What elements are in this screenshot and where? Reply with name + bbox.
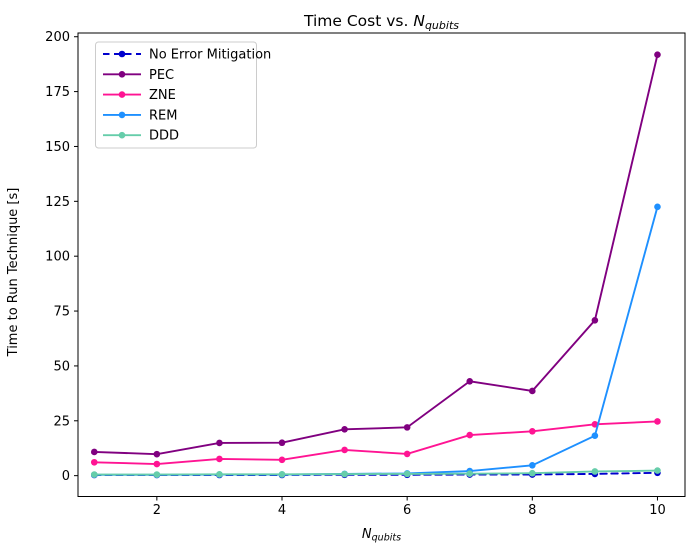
data-point-zne — [529, 428, 536, 435]
y-tick-label: 75 — [53, 305, 70, 320]
legend-label: ZNE — [149, 88, 176, 103]
data-point-pec — [278, 439, 286, 447]
chart-title: Time Cost vs. Nqubits — [303, 12, 459, 32]
data-point-rem — [529, 462, 536, 469]
data-point-zne — [278, 456, 286, 464]
legend-item-ddd: DDD — [103, 129, 179, 144]
data-point-zne — [466, 431, 474, 439]
legend-marker — [118, 91, 126, 98]
legend-marker — [118, 111, 126, 119]
x-tick-label: 2 — [153, 503, 161, 518]
y-axis-label: Time to Run Technique [s] — [6, 188, 21, 358]
data-point-rem — [591, 432, 599, 440]
x-tick-label: 10 — [649, 503, 666, 518]
x-tick-label: 4 — [278, 503, 286, 518]
data-point-rem — [654, 203, 661, 211]
data-point-ddd — [341, 470, 348, 478]
data-point-pec — [153, 450, 161, 458]
y-tick-label: 175 — [45, 85, 70, 100]
series-line-ddd — [93, 469, 659, 476]
legend-label: PEC — [149, 68, 174, 83]
data-point-pec — [529, 387, 536, 395]
data-point-zne — [403, 450, 411, 458]
data-point-pec — [466, 377, 474, 385]
legend-marker — [118, 131, 126, 139]
legend-label: DDD — [149, 129, 179, 144]
data-point-ddd — [216, 471, 223, 478]
series-line-zne — [93, 420, 659, 465]
legend-box — [95, 41, 257, 149]
data-point-ddd — [529, 469, 536, 477]
y-tick-label: 100 — [45, 250, 70, 265]
series-line-pec — [93, 53, 659, 456]
y-tick-label: 150 — [45, 140, 70, 155]
legend-label: No Error Mitigation — [149, 48, 271, 63]
legend-marker — [118, 50, 126, 58]
data-point-zne — [153, 460, 161, 468]
data-point-pec — [341, 426, 348, 433]
x-tick-label: 8 — [528, 503, 536, 518]
data-point-pec — [216, 439, 223, 447]
data-point-zne — [654, 418, 661, 425]
data-point-zne — [591, 420, 599, 428]
x-axis-label: Nqubits — [362, 527, 401, 544]
legend: No Error Mitigation PEC ZNE REM DDD — [95, 41, 271, 149]
data-point-zne — [341, 446, 348, 454]
legend-item-rem: REM — [103, 108, 177, 123]
data-point-ddd — [466, 470, 474, 477]
data-point-zne — [90, 458, 98, 466]
legend-item-no-error-mitigation: No Error Mitigation — [103, 48, 271, 63]
legend-label: REM — [149, 108, 177, 123]
legend-item-zne: ZNE — [103, 88, 176, 103]
data-point-pec — [90, 448, 98, 456]
y-tick-label: 50 — [53, 359, 70, 374]
data-point-pec — [591, 316, 599, 324]
y-tick-label: 200 — [45, 30, 70, 45]
data-point-ddd — [403, 470, 411, 478]
data-point-pec — [654, 51, 661, 59]
legend-marker — [118, 71, 126, 78]
data-point-pec — [403, 424, 411, 431]
data-point-ddd — [278, 471, 286, 478]
x-tick-label: 6 — [403, 503, 411, 518]
data-point-ddd — [591, 468, 599, 475]
data-point-ddd — [654, 467, 661, 474]
data-point-ddd — [153, 471, 161, 478]
y-tick-label: 0 — [62, 469, 70, 484]
data-point-zne — [216, 455, 223, 463]
data-point-ddd — [90, 471, 98, 478]
y-tick-label: 125 — [45, 195, 70, 210]
legend-item-pec: PEC — [103, 68, 174, 83]
y-tick-label: 25 — [53, 414, 70, 429]
